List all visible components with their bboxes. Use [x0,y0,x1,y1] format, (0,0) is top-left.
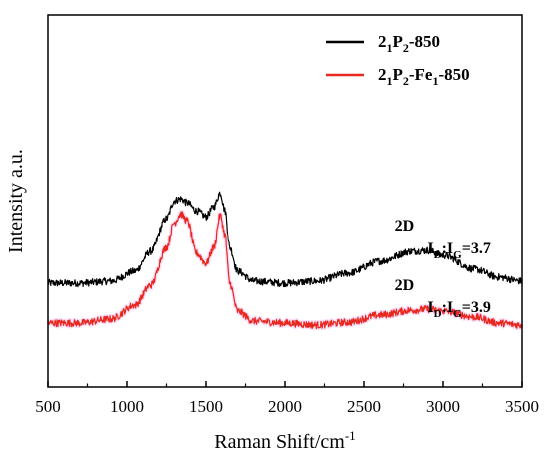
series-line-1 [47,211,523,330]
x-tick-label: 2500 [347,397,381,416]
legend-label: 21P2-Fe1-850 [378,65,470,88]
legend-label: 21P2-850 [378,32,440,55]
plot-area [46,191,524,331]
x-tick-label: 500 [35,397,61,416]
annotation-2d: 2D [395,218,415,235]
x-tick-label: 1000 [110,397,144,416]
x-tick-label: 3500 [505,397,539,416]
x-axis-ticks: 500 1000 1500 2000 2500 3000 3500 [35,381,539,416]
x-tick-label: 3000 [426,397,460,416]
x-tick-label: 1500 [189,397,223,416]
legend: 21P2-850 21P2-Fe1-850 [326,32,470,88]
series-line-0 [47,191,523,288]
annotations: 2D ID:IG=3.7 2D ID:IG=3.9 [395,218,491,320]
x-axis-title: Raman Shift/cm-1 [214,428,355,453]
y-axis-title: Intensity a.u. [5,149,27,253]
x-tick-label: 2000 [268,397,302,416]
annotation-ratio: ID:IG=3.7 [427,240,490,261]
annotation-2d: 2D [395,277,415,294]
annotation-ratio: ID:IG=3.9 [427,299,490,320]
